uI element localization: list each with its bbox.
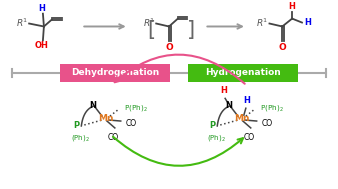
FancyBboxPatch shape — [60, 64, 170, 82]
FancyBboxPatch shape — [188, 64, 298, 82]
Text: H: H — [39, 4, 45, 13]
Text: N: N — [225, 101, 233, 110]
Text: [: [ — [147, 20, 155, 40]
Text: CO: CO — [107, 133, 118, 142]
Text: Mn: Mn — [234, 114, 250, 123]
Text: O: O — [279, 43, 286, 52]
FancyArrowPatch shape — [113, 137, 243, 166]
Text: CO: CO — [262, 119, 273, 129]
Text: P: P — [73, 122, 79, 130]
Text: Hydrogenation: Hydrogenation — [205, 68, 281, 77]
Text: H: H — [304, 18, 311, 27]
Text: (Ph)$_2$: (Ph)$_2$ — [71, 133, 90, 143]
Text: H: H — [221, 86, 227, 95]
Text: (Ph)$_2$: (Ph)$_2$ — [207, 133, 226, 143]
Text: P(Ph)$_2$: P(Ph)$_2$ — [260, 103, 283, 113]
Text: N: N — [90, 101, 97, 110]
Text: ]: ] — [187, 20, 195, 40]
Text: H: H — [289, 2, 295, 11]
Text: P: P — [209, 122, 215, 130]
Text: CO: CO — [126, 119, 137, 129]
Text: O: O — [165, 43, 173, 52]
Text: $R^1$: $R^1$ — [16, 16, 28, 29]
FancyArrowPatch shape — [115, 55, 245, 84]
Text: CO: CO — [243, 133, 255, 142]
Text: OH: OH — [35, 41, 49, 50]
Text: Mn: Mn — [98, 114, 114, 123]
Text: Dehydrogenation: Dehydrogenation — [71, 68, 159, 77]
Text: $R^1$: $R^1$ — [143, 16, 155, 29]
Text: P(Ph)$_2$: P(Ph)$_2$ — [124, 103, 147, 113]
Text: $R^1$: $R^1$ — [256, 16, 268, 29]
Text: H: H — [243, 96, 250, 105]
